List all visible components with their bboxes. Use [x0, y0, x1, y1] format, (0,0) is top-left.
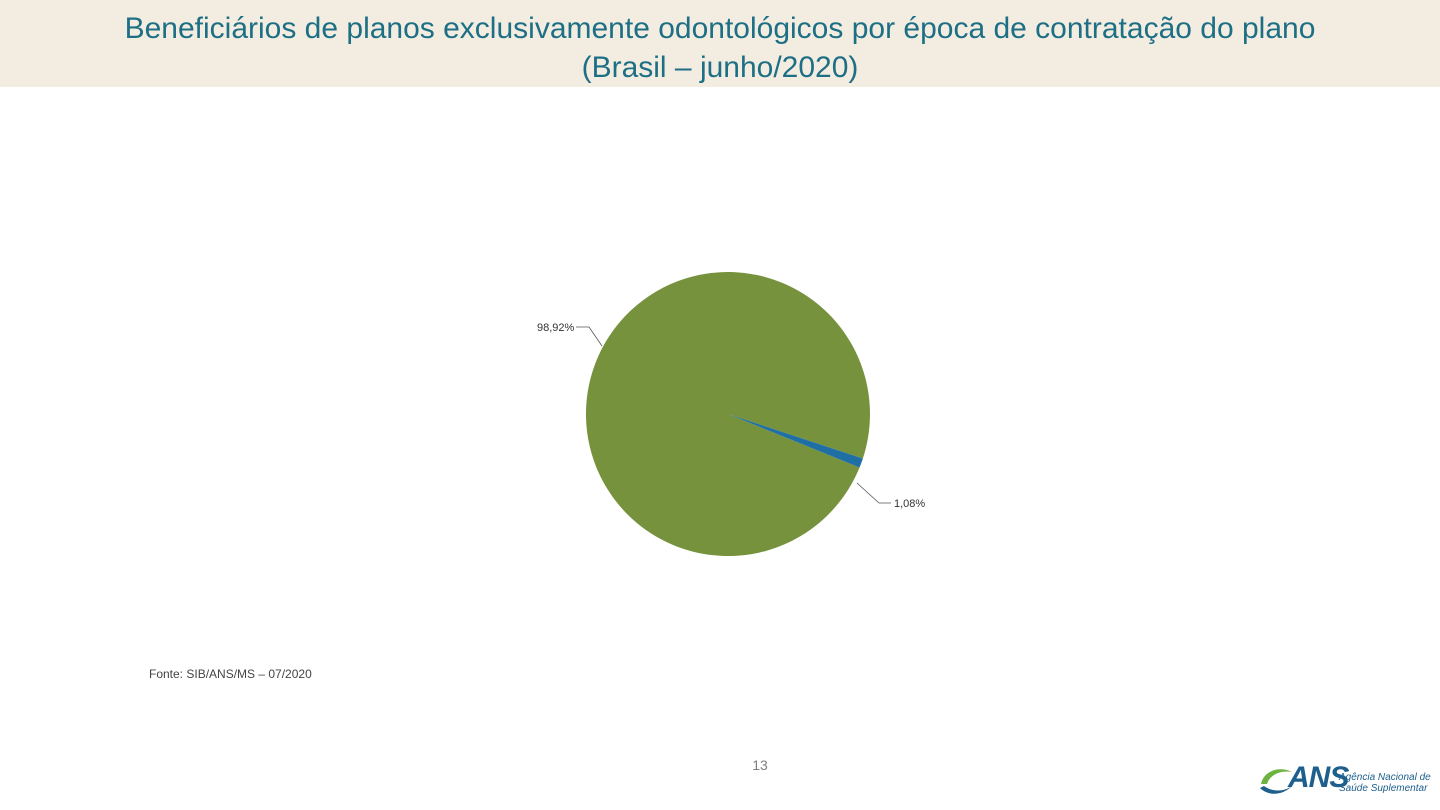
logo-line-2: Saúde Suplementar [1339, 783, 1428, 794]
logo-mark: ANS [1288, 761, 1349, 794]
leader-line-1 [576, 326, 603, 347]
slice-label-2: 1,08% [894, 498, 925, 510]
logo-text: Agência Nacional de Saúde Suplementar [1339, 772, 1431, 794]
title-line-2: (Brasil – junho/2020) [581, 51, 859, 84]
slice-label-1: 98,92% [537, 322, 575, 334]
title-band [0, 0, 1440, 87]
logo-swoosh-icon [1260, 769, 1292, 794]
ans-logo: ANS Agência Nacional de Saúde Suplementa… [1258, 760, 1434, 800]
pie-slice-1 [585, 272, 870, 557]
page-title: Beneficiários de planos exclusivamente o… [0, 9, 1440, 87]
source-note: Fonte: SIB/ANS/MS – 07/2020 [149, 667, 312, 681]
title-line-1: Beneficiários de planos exclusivamente o… [124, 12, 1316, 45]
logo-line-1: Agência Nacional de [1339, 772, 1431, 783]
page-number: 13 [752, 757, 768, 773]
pie-slice-2 [728, 414, 863, 468]
leader-line-2 [856, 482, 891, 504]
